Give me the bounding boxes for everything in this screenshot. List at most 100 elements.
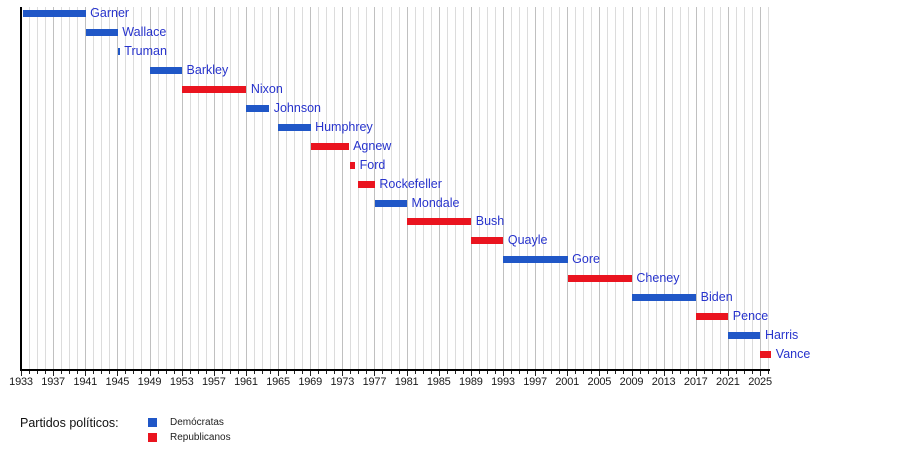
axis-tick — [535, 371, 537, 376]
timeline-bar-johnson — [246, 104, 270, 112]
axis-tick — [470, 371, 472, 376]
legend-swatch-republicans-icon — [148, 433, 157, 442]
axis-tick — [294, 371, 296, 374]
axis-tick-label: 1953 — [169, 376, 194, 388]
vp-label-quayle[interactable]: Quayle — [507, 233, 548, 248]
vp-label-biden[interactable]: Biden — [700, 290, 733, 305]
timeline-bar-rockefeller — [358, 180, 375, 188]
gridline-major — [470, 7, 472, 369]
axis-tick-label: 1937 — [41, 376, 65, 388]
gridline-minor — [205, 7, 207, 369]
gridline-minor — [647, 7, 649, 369]
vp-label-harris[interactable]: Harris — [764, 328, 799, 343]
gridline-major — [149, 7, 151, 369]
axis-tick — [109, 371, 111, 374]
timeline-bar-ford — [349, 161, 356, 169]
gridline-minor — [141, 7, 143, 369]
axis-tick — [727, 371, 729, 376]
gridline-major — [502, 7, 504, 369]
axis-tick — [358, 371, 360, 374]
vp-label-wallace[interactable]: Wallace — [122, 24, 167, 39]
vp-label-mondale[interactable]: Mondale — [411, 195, 460, 210]
vp-label-rockefeller[interactable]: Rockefeller — [379, 176, 442, 191]
gridline-minor — [270, 7, 272, 369]
vp-label-ford[interactable]: Ford — [359, 157, 386, 172]
timeline-bar-nixon — [182, 85, 247, 93]
timeline-bar-cheney — [567, 275, 632, 283]
axis-tick-label: 1961 — [234, 376, 258, 388]
gridline-major — [406, 7, 408, 369]
timeline-bar-agnew — [310, 142, 349, 150]
axis-tick — [85, 371, 87, 376]
vp-label-nixon[interactable]: Nixon — [250, 81, 283, 96]
x-axis-line — [20, 369, 771, 371]
vp-label-gore[interactable]: Gore — [572, 252, 600, 267]
axis-tick — [623, 371, 625, 374]
vp-label-pence[interactable]: Pence — [732, 309, 769, 324]
axis-tick — [519, 371, 521, 374]
axis-tick — [205, 371, 207, 374]
gridline-minor — [173, 7, 175, 369]
vp-label-humphrey[interactable]: Humphrey — [315, 119, 373, 134]
gridline-minor — [253, 7, 255, 369]
axis-tick — [45, 371, 47, 374]
gridline-minor — [197, 7, 199, 369]
axis-tick — [374, 371, 376, 376]
axis-tick — [551, 371, 553, 374]
timeline-bar-garner — [22, 10, 86, 17]
axis-tick — [101, 371, 103, 374]
axis-tick — [494, 371, 496, 374]
axis-tick-label: 1949 — [137, 376, 162, 388]
gridline-minor — [366, 7, 368, 369]
axis-tick — [342, 371, 344, 376]
axis-tick — [237, 371, 239, 374]
axis-tick-label: 2009 — [619, 376, 644, 388]
vp-label-johnson[interactable]: Johnson — [273, 100, 321, 115]
legend-swatch-democrats-icon — [148, 418, 157, 427]
vp-label-garner[interactable]: Garner — [90, 6, 130, 20]
gridline-major — [310, 7, 312, 369]
axis-tick-label: 1997 — [523, 376, 547, 388]
vp-label-cheney[interactable]: Cheney — [636, 271, 680, 286]
gridline-minor — [671, 7, 673, 369]
axis-tick — [615, 371, 617, 374]
legend-label-democrats: Demócratas — [170, 417, 224, 428]
gridline-major — [535, 7, 537, 369]
axis-tick — [655, 371, 657, 374]
axis-tick — [398, 371, 400, 374]
vp-label-truman[interactable]: Truman — [124, 43, 167, 58]
gridline-minor — [583, 7, 585, 369]
axis-tick — [735, 371, 737, 374]
vp-label-bush[interactable]: Bush — [475, 214, 505, 229]
gridline-minor — [454, 7, 456, 369]
axis-tick-label: 2013 — [651, 376, 676, 388]
gridline-minor — [414, 7, 416, 369]
vp-label-agnew[interactable]: Agnew — [353, 138, 392, 153]
gridline-major — [374, 7, 376, 369]
axis-tick — [229, 371, 231, 374]
vp-label-barkley[interactable]: Barkley — [186, 62, 229, 77]
gridline-minor — [101, 7, 103, 369]
gridline-minor — [679, 7, 681, 369]
vp-label-vance[interactable]: Vance — [775, 347, 811, 362]
gridline-minor — [382, 7, 384, 369]
axis-tick-label: 1981 — [394, 376, 419, 388]
axis-tick — [93, 371, 95, 374]
axis-tick — [326, 371, 328, 374]
axis-tick — [430, 371, 432, 374]
axis-tick-label: 1933 — [9, 376, 33, 388]
gridline-minor — [286, 7, 288, 369]
axis-tick — [591, 371, 593, 374]
axis-tick — [197, 371, 199, 374]
gridline-minor — [318, 7, 320, 369]
axis-tick — [671, 371, 673, 374]
gridline-minor — [93, 7, 95, 369]
gridline-minor — [543, 7, 545, 369]
gridline-minor — [639, 7, 641, 369]
axis-tick — [663, 371, 665, 376]
axis-tick-label: 2005 — [587, 376, 612, 388]
axis-tick — [278, 371, 280, 376]
axis-tick — [149, 371, 151, 376]
timeline-bar-wallace — [85, 28, 118, 36]
axis-tick — [454, 371, 456, 374]
